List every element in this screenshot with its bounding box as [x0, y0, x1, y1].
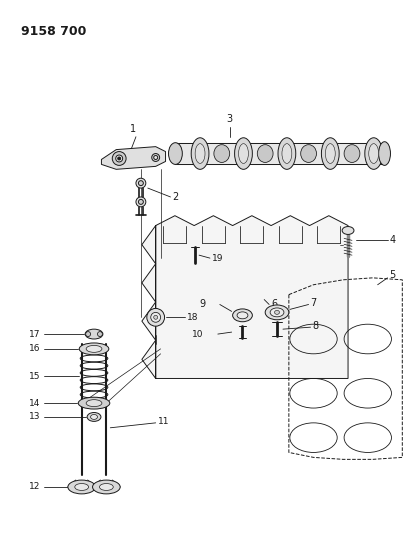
Ellipse shape: [342, 227, 354, 235]
Ellipse shape: [112, 151, 126, 165]
Ellipse shape: [139, 181, 143, 185]
Polygon shape: [102, 147, 166, 169]
Ellipse shape: [90, 415, 97, 419]
Text: 7: 7: [311, 298, 317, 309]
Ellipse shape: [301, 144, 316, 163]
Ellipse shape: [237, 312, 248, 319]
Ellipse shape: [86, 400, 102, 407]
Text: 1: 1: [130, 124, 136, 134]
Text: 8: 8: [312, 321, 319, 331]
Ellipse shape: [195, 144, 205, 164]
Ellipse shape: [68, 480, 95, 494]
Ellipse shape: [151, 312, 161, 322]
Text: 18: 18: [187, 313, 199, 322]
Ellipse shape: [92, 480, 120, 494]
Ellipse shape: [169, 143, 182, 164]
Ellipse shape: [139, 199, 143, 204]
Ellipse shape: [275, 310, 279, 314]
Ellipse shape: [235, 138, 252, 169]
Ellipse shape: [238, 144, 248, 164]
Ellipse shape: [85, 329, 103, 339]
Text: 17: 17: [29, 329, 40, 338]
Ellipse shape: [214, 144, 230, 163]
Ellipse shape: [97, 332, 102, 336]
Ellipse shape: [99, 483, 113, 490]
Ellipse shape: [86, 345, 102, 352]
Text: 2: 2: [173, 192, 179, 202]
Ellipse shape: [344, 144, 360, 163]
Text: 12: 12: [29, 482, 40, 491]
Ellipse shape: [152, 154, 159, 161]
Ellipse shape: [154, 156, 158, 159]
Ellipse shape: [85, 332, 90, 336]
Ellipse shape: [282, 144, 292, 164]
Text: 6: 6: [271, 300, 277, 310]
Polygon shape: [142, 216, 348, 378]
Ellipse shape: [79, 343, 109, 355]
Text: 3: 3: [226, 114, 233, 124]
Ellipse shape: [191, 138, 209, 169]
Ellipse shape: [265, 305, 289, 320]
Ellipse shape: [270, 308, 284, 317]
Ellipse shape: [278, 138, 296, 169]
Ellipse shape: [233, 309, 252, 322]
Text: 9158 700: 9158 700: [21, 25, 86, 38]
Text: 13: 13: [29, 413, 40, 422]
Ellipse shape: [326, 144, 335, 164]
Ellipse shape: [87, 413, 101, 422]
Ellipse shape: [379, 142, 390, 165]
Text: 4: 4: [390, 236, 396, 245]
Ellipse shape: [75, 483, 89, 490]
Ellipse shape: [136, 197, 146, 207]
Text: 15: 15: [29, 372, 40, 381]
Text: 14: 14: [29, 399, 40, 408]
Ellipse shape: [365, 138, 383, 169]
Text: 19: 19: [212, 254, 224, 263]
Text: 10: 10: [192, 329, 203, 338]
Ellipse shape: [257, 144, 273, 163]
Ellipse shape: [136, 178, 146, 188]
Ellipse shape: [116, 155, 122, 162]
Text: 9: 9: [199, 300, 205, 310]
Text: 5: 5: [390, 270, 396, 280]
Ellipse shape: [321, 138, 339, 169]
Text: 16: 16: [29, 344, 40, 353]
Ellipse shape: [147, 309, 164, 326]
Ellipse shape: [369, 144, 379, 164]
Text: 11: 11: [158, 417, 169, 426]
Ellipse shape: [78, 397, 110, 409]
Ellipse shape: [154, 316, 158, 319]
Ellipse shape: [118, 157, 121, 160]
